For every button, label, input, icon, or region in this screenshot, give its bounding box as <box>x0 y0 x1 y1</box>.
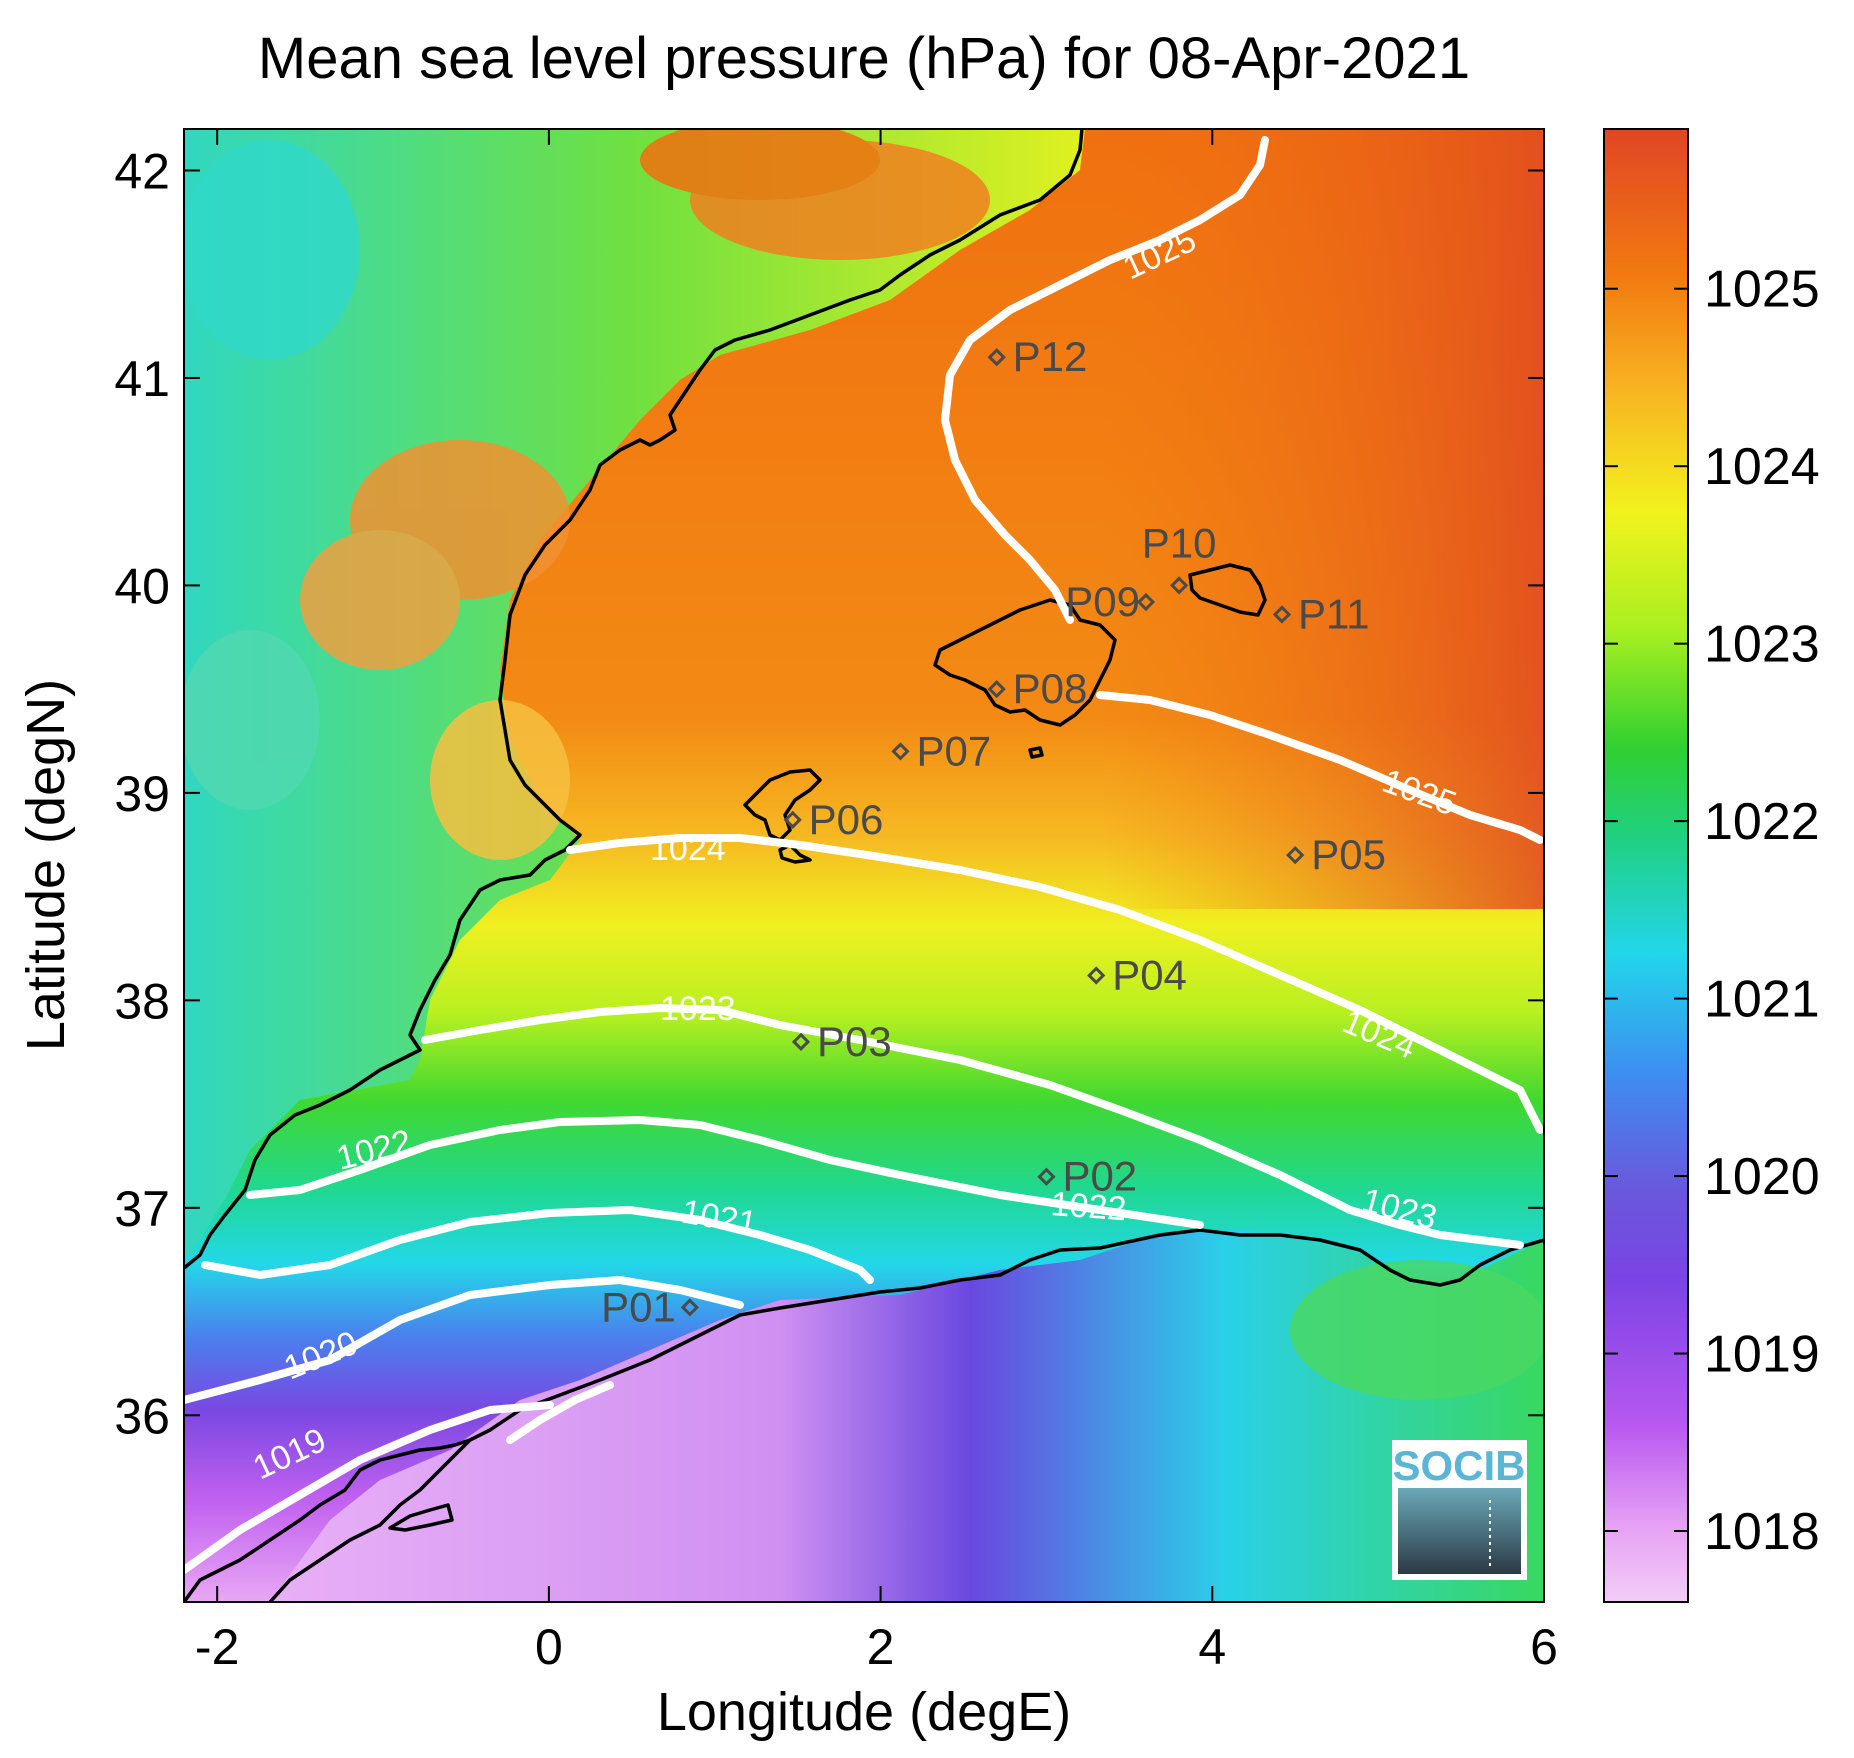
station-p12: P12 <box>987 333 1088 380</box>
colorbar-tick-label: 1020 <box>1704 1148 1820 1206</box>
x-tick-label: 0 <box>535 1619 563 1675</box>
station-label: P01 <box>601 1283 676 1330</box>
isobar-1025 <box>941 136 1544 844</box>
station-label: P07 <box>916 727 991 774</box>
y-axis: 36 37 38 39 40 41 42 <box>114 143 1544 1444</box>
y-axis-label: Latitude (degN) <box>16 679 76 1051</box>
colorbar-tick-label: 1023 <box>1704 616 1820 674</box>
colorbar-tick-label: 1018 <box>1704 1503 1820 1561</box>
africa-green-highland <box>1290 1260 1544 1400</box>
x-axis: -2 0 2 4 6 <box>195 129 1558 1675</box>
station-marker <box>1037 1167 1056 1186</box>
isobar-1019-east <box>506 1381 614 1444</box>
chart-title: Mean sea level pressure (hPa) for 08-Apr… <box>258 26 1470 91</box>
isobar-1023 <box>421 1004 1524 1249</box>
isobar-1019 <box>184 1401 554 1574</box>
colorbar-ticks: 1018 1019 1020 1021 1022 1023 1024 1025 <box>1604 261 1820 1561</box>
station-p03: P03 <box>791 1018 892 1065</box>
station-marker <box>1136 592 1156 612</box>
station-p04: P04 <box>1087 951 1187 998</box>
island-west <box>388 1503 454 1532</box>
station-p07: P07 <box>891 727 991 774</box>
y-tick-label: 38 <box>114 973 170 1029</box>
station-marker <box>1272 605 1292 624</box>
x-tick-label: 6 <box>1530 1619 1558 1675</box>
station-label: P02 <box>1062 1153 1137 1200</box>
iberia-coastline <box>184 129 1084 1270</box>
land-highlands <box>184 129 990 860</box>
station-p08: P08 <box>987 665 1088 712</box>
station-p11: P11 <box>1272 590 1370 637</box>
station-p06: P06 <box>783 796 884 843</box>
x-tick-label: 2 <box>867 1619 895 1675</box>
station-label: P12 <box>1013 333 1088 380</box>
y-tick-label: 40 <box>114 558 170 614</box>
alboran-coastline <box>184 1438 471 1602</box>
station-label: P04 <box>1112 951 1187 998</box>
station-label: P10 <box>1142 519 1217 566</box>
plot-frame <box>183 128 1545 1603</box>
station-label: P11 <box>1298 590 1370 637</box>
ibiza-island <box>743 768 822 842</box>
y-tick-label: 39 <box>114 766 170 822</box>
station-p05: P05 <box>1286 831 1386 878</box>
station-marker <box>1169 576 1189 595</box>
y-tick-label: 36 <box>114 1388 170 1444</box>
station-marker <box>987 680 1006 699</box>
station-p01: P01 <box>601 1283 699 1330</box>
colorbar-tick-label: 1022 <box>1704 793 1820 851</box>
x-tick-label: 4 <box>1198 1619 1226 1675</box>
cabrera-island <box>1028 746 1044 759</box>
station-marker <box>791 1032 811 1051</box>
logo-text: SOCIB <box>1392 1442 1525 1489</box>
iberia-land <box>184 129 1085 1260</box>
station-label: P05 <box>1311 831 1386 878</box>
socib-logo: SOCIB <box>1392 1440 1527 1580</box>
map-area: 1019 1020 1021 1022 1022 1023 1023 1024 … <box>184 129 1544 1602</box>
colorbar-tick-label: 1024 <box>1704 438 1820 496</box>
mallorca-island <box>933 598 1117 727</box>
station-label: P03 <box>817 1018 892 1065</box>
station-p09: P09 <box>1065 578 1156 625</box>
y-tick-label: 37 <box>114 1181 170 1237</box>
africa-coastline <box>268 1228 1544 1602</box>
isobar-1021 <box>201 1206 874 1284</box>
station-p02: P02 <box>1037 1153 1137 1200</box>
colorbar <box>1603 128 1689 1603</box>
station-marker <box>680 1298 699 1317</box>
station-marker <box>1087 966 1106 985</box>
station-label: P09 <box>1065 578 1140 625</box>
station-label: P08 <box>1013 665 1088 712</box>
isobar-1024 <box>566 834 1544 1134</box>
menorca-island <box>1188 563 1267 617</box>
contour-label: 1022 <box>1049 1185 1127 1228</box>
x-axis-label: Longitude (degE) <box>657 1682 1071 1742</box>
africa-land <box>270 1230 1544 1602</box>
sea-east-shading <box>1100 129 1544 909</box>
isobar-1020 <box>184 1276 744 1404</box>
contour-label: 1024 <box>650 830 726 868</box>
colorbar-tick-label: 1025 <box>1704 261 1820 319</box>
station-marker <box>987 348 1006 367</box>
station-marker <box>1286 846 1305 865</box>
x-tick-label: -2 <box>195 1619 239 1675</box>
station-label: P06 <box>809 796 884 843</box>
y-tick-label: 42 <box>114 143 170 199</box>
colorbar-tick-label: 1019 <box>1704 1326 1820 1384</box>
y-tick-label: 41 <box>114 351 170 407</box>
station-marker <box>891 742 910 761</box>
contour-label: 1023 <box>660 990 736 1028</box>
station-p10: P10 <box>1142 519 1217 595</box>
colorbar-tick-label: 1021 <box>1704 971 1820 1029</box>
station-marker <box>783 810 802 829</box>
isobars <box>184 136 1544 1574</box>
isobar-1022 <box>246 1116 1204 1229</box>
